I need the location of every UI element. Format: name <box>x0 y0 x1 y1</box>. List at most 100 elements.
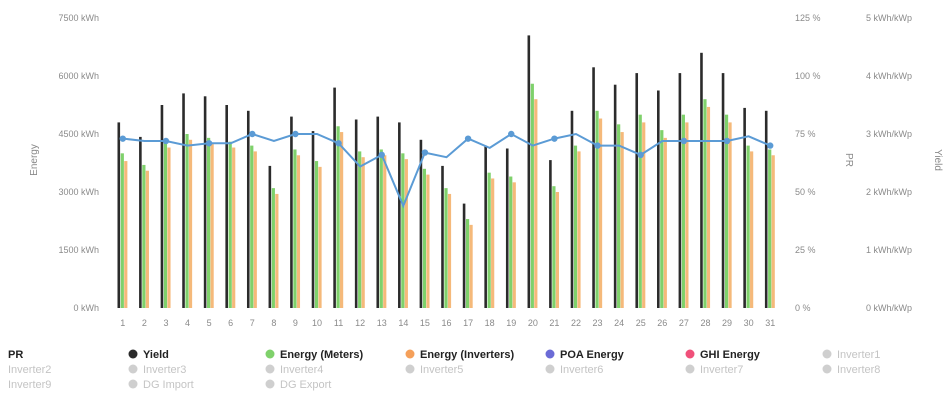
pr-point <box>723 137 731 145</box>
bar-energy-inverters <box>145 170 149 308</box>
y-left-axis-title: Energy <box>29 144 40 176</box>
bar-energy-meters <box>142 164 146 308</box>
bar-energy-meters <box>401 153 405 308</box>
bar-energy-meters <box>336 126 340 309</box>
bar-energy-inverters <box>642 122 646 309</box>
bar-yield <box>462 203 466 308</box>
bar-energy-meters <box>746 145 750 308</box>
y-left-tick: 7500 kWh <box>58 13 99 23</box>
y-left-tick: 1500 kWh <box>58 245 99 255</box>
bar-energy-inverters <box>210 143 214 308</box>
bar-energy-inverters <box>469 224 473 308</box>
bar-yield <box>592 67 595 308</box>
legend-label: PR <box>8 349 23 361</box>
legend-label: DG Export <box>280 379 331 391</box>
x-ticks: 1 2 3 4 5 6 7 8 9 10 11 12 13 14 15 16 17 18 19 20 21 22 23 24 2… <box>120 318 775 328</box>
y-left-ticks: 0 kWh 1500 kWh 3000 kWh 4500 kWh 6000 kWh 750… <box>58 13 99 313</box>
y-pr-tick: 25 % <box>795 245 816 255</box>
legend-label: Inverter2 <box>8 364 51 376</box>
legend-item: Inverter4 <box>265 364 323 376</box>
pr-point <box>378 151 385 159</box>
bar-energy-inverters <box>750 151 754 308</box>
y-pr-tick: 50 % <box>795 187 816 197</box>
x-tick: 31 <box>765 318 775 328</box>
bar-energy-meters <box>768 149 772 308</box>
pr-point <box>464 135 472 142</box>
bar-yield <box>225 105 228 308</box>
legend-label: POA Energy <box>560 349 625 361</box>
legend-label: GHI Energy <box>700 349 761 361</box>
bar-yield <box>700 52 703 308</box>
legend-label: DG Import <box>143 379 194 391</box>
x-tick: 12 <box>355 318 365 328</box>
bar-yield <box>376 116 380 308</box>
bar-yield <box>441 165 444 308</box>
x-tick: 10 <box>312 318 322 328</box>
x-tick: 28 <box>700 318 710 328</box>
pr-point <box>680 137 688 145</box>
x-tick: 24 <box>614 318 624 328</box>
bar-energy-meters <box>293 149 297 308</box>
bar-energy-inverters <box>620 132 624 308</box>
legend-marker <box>128 364 138 374</box>
pr-point <box>551 135 558 142</box>
legend-label: Inverter5 <box>420 364 463 376</box>
x-tick: 7 <box>250 318 255 328</box>
bar-energy-meters <box>509 176 513 308</box>
bar-yield <box>182 93 185 309</box>
bar-energy-inverters <box>663 137 667 308</box>
legend-item: Inverter9 <box>8 379 51 391</box>
pr-point <box>292 130 299 138</box>
bar-energy-meters <box>465 219 470 308</box>
bar-energy-meters <box>681 114 685 309</box>
bar-energy-inverters <box>296 155 301 308</box>
bar-energy-meters <box>207 137 211 308</box>
bar-yield <box>549 160 552 308</box>
bar-energy-meters <box>530 83 534 308</box>
y-pr-tick: 125 % <box>795 13 821 23</box>
legend-label: Energy (Meters) <box>280 349 363 361</box>
bar-energy-meters <box>573 145 578 308</box>
bar-yield <box>268 165 272 308</box>
x-tick: 17 <box>463 318 473 328</box>
y-yield-axis-title: Yield <box>932 149 943 171</box>
x-tick: 9 <box>293 318 298 328</box>
y-yield-tick: 5 kWh/kWp <box>866 13 912 23</box>
bar-energy-inverters <box>447 193 452 308</box>
x-tick: 21 <box>549 318 559 328</box>
legend-marker <box>545 364 555 374</box>
bar-energy-meters <box>487 172 491 308</box>
bar-energy-meters <box>228 141 232 308</box>
bar-energy-inverters <box>598 118 603 309</box>
legend-marker <box>128 379 138 389</box>
bar-yield <box>354 119 358 308</box>
legend-item: POA Energy <box>545 349 625 361</box>
bar-yield <box>678 73 682 308</box>
pr-point <box>508 130 515 138</box>
bar-energy-inverters <box>685 122 689 309</box>
bar-energy-meters <box>638 114 642 309</box>
legend-item: Inverter5 <box>405 364 463 376</box>
bar-yield <box>657 90 660 308</box>
bar-energy-meters <box>185 134 189 308</box>
bar-yield <box>290 116 293 308</box>
bar-yield <box>139 136 142 308</box>
y-yield-ticks: 0 kWh/kWp 1 kWh/kWp 2 kWh/kWp 3 kWh/kWp 4 kW… <box>866 13 912 313</box>
legend-label: Inverter1 <box>837 349 880 361</box>
y-pr-ticks: 0 % 25 % 50 % 75 % 100 % 125 % <box>795 13 821 313</box>
bar-yield <box>203 96 207 308</box>
legend-item: PR <box>8 349 23 361</box>
bar-yield <box>311 131 315 308</box>
bar-yield <box>333 87 336 308</box>
bar-energy-inverters <box>404 159 408 308</box>
bar-yield <box>764 110 768 308</box>
legend-label: Inverter8 <box>837 364 880 376</box>
bar-energy-inverters <box>339 132 344 308</box>
bar-energy-meters <box>552 186 556 308</box>
legend-item: DG Import <box>128 379 194 391</box>
bar-yield <box>527 35 531 309</box>
x-tick: 23 <box>593 318 603 328</box>
y-left-tick: 4500 kWh <box>58 129 99 139</box>
legend-item: Inverter6 <box>545 364 603 376</box>
